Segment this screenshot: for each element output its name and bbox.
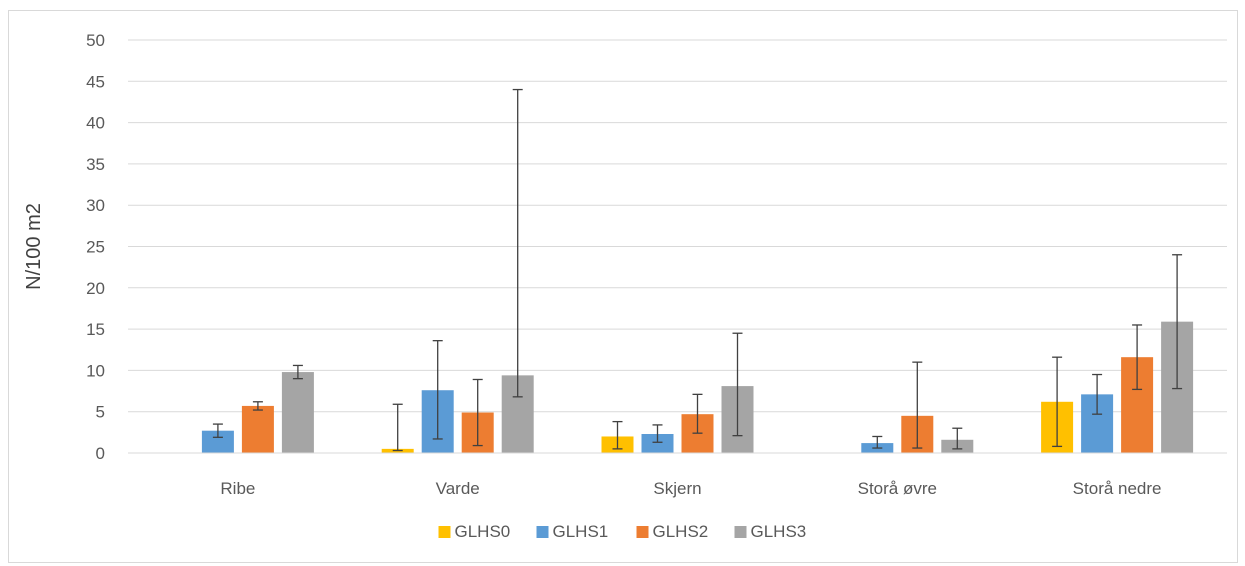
bar: [281, 372, 314, 453]
y-tick-label: 45: [86, 72, 105, 91]
x-category-label: Varde: [436, 479, 480, 498]
bar: [241, 405, 274, 453]
legend-label: GLHS1: [553, 522, 609, 541]
gridlines: [128, 39, 1227, 413]
y-tick-label: 25: [86, 238, 105, 257]
y-tick-label: 20: [86, 279, 105, 298]
y-tick-label: 35: [86, 155, 105, 174]
y-tick-label: 50: [86, 31, 105, 50]
legend-swatch: [636, 526, 649, 538]
legend-swatch: [734, 526, 747, 538]
y-tick-label: 30: [86, 196, 105, 215]
y-axis-label: N/100 m2: [23, 203, 45, 290]
x-category-label: Storå nedre: [1073, 479, 1162, 498]
bar: [641, 434, 674, 453]
x-category-label: Ribe: [220, 479, 255, 498]
y-tick-label: 40: [86, 114, 105, 133]
legend-swatch: [536, 526, 549, 538]
bar: [201, 430, 234, 453]
x-category-label: Storå øvre: [858, 479, 937, 498]
legend-label: GLHS3: [751, 522, 807, 541]
legend: GLHS0 GLHS1 GLHS2 GLHS3: [438, 522, 807, 541]
x-axis-categories: Ribe Varde Skjern Storå øvre Storå nedre: [220, 479, 1161, 498]
legend-label: GLHS2: [653, 522, 709, 541]
chart-frame: [8, 10, 1238, 563]
y-axis-ticks: 0 5 10 15 20 25 30 35 40 45 50: [86, 31, 105, 463]
y-tick-label: 5: [96, 403, 105, 422]
y-tick-label: 15: [86, 320, 105, 339]
legend-swatch: [438, 526, 451, 538]
y-tick-label: 0: [96, 444, 105, 463]
x-category-label: Skjern: [653, 479, 701, 498]
error-bars: [212, 88, 1183, 452]
legend-label: GLHS0: [455, 522, 511, 541]
y-tick-label: 10: [86, 361, 105, 380]
